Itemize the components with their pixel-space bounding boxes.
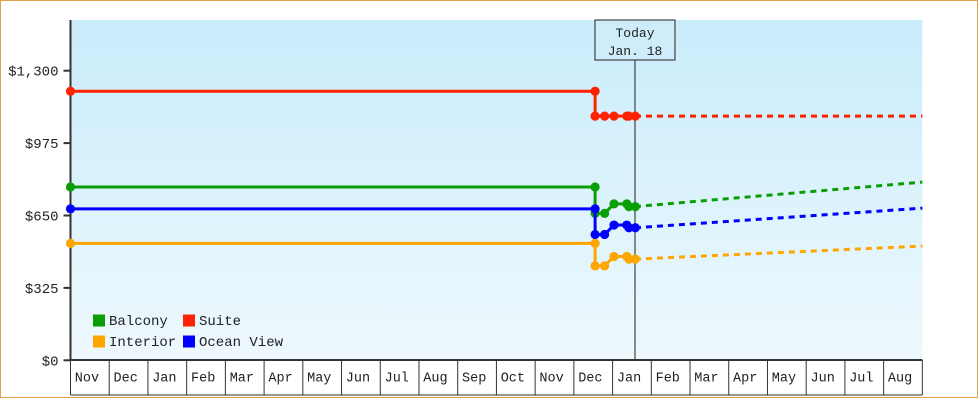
svg-text:Feb: Feb — [656, 372, 680, 387]
svg-text:$1,300: $1,300 — [8, 65, 58, 81]
svg-text:Dec: Dec — [578, 372, 602, 387]
svg-text:Jun: Jun — [346, 372, 370, 387]
svg-text:Jan. 18: Jan. 18 — [608, 44, 663, 59]
svg-text:Dec: Dec — [114, 372, 138, 387]
svg-text:$650: $650 — [25, 210, 59, 226]
svg-text:Jan: Jan — [152, 372, 176, 387]
svg-text:Ocean View: Ocean View — [199, 335, 284, 351]
svg-text:Today: Today — [615, 26, 654, 41]
svg-text:Nov: Nov — [539, 372, 563, 387]
svg-text:$0: $0 — [42, 354, 59, 370]
svg-text:Feb: Feb — [191, 372, 215, 387]
svg-text:Apr: Apr — [268, 372, 292, 387]
svg-text:Aug: Aug — [888, 372, 912, 387]
svg-text:Apr: Apr — [733, 372, 757, 387]
svg-text:May: May — [772, 372, 796, 387]
svg-text:Sep: Sep — [462, 372, 486, 387]
svg-text:Jul: Jul — [849, 372, 873, 387]
svg-text:Jan: Jan — [617, 372, 641, 387]
svg-text:Balcony: Balcony — [109, 314, 168, 330]
svg-text:May: May — [307, 372, 331, 387]
svg-text:$325: $325 — [25, 282, 59, 298]
svg-text:Interior: Interior — [109, 335, 176, 351]
svg-text:Nov: Nov — [75, 372, 99, 387]
svg-text:$975: $975 — [25, 137, 59, 153]
svg-text:Aug: Aug — [423, 372, 447, 387]
svg-text:Suite: Suite — [199, 314, 241, 330]
svg-text:Jul: Jul — [385, 372, 409, 387]
svg-text:Oct: Oct — [501, 372, 525, 387]
svg-text:Mar: Mar — [230, 372, 254, 387]
svg-text:Mar: Mar — [694, 372, 718, 387]
svg-text:Jun: Jun — [811, 372, 835, 387]
